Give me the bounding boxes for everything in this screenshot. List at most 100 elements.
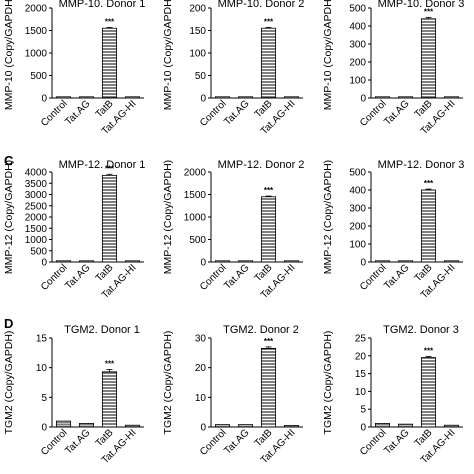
y-tick-label: 150 xyxy=(189,26,206,37)
chart-5: MMP-12. Donor 3 MMP-12 (Copy/GAPDH) 0 100 20… xyxy=(322,159,464,301)
x-tick-label: Tat.AG xyxy=(63,98,93,128)
chart-title: TGM2. Donor 2 xyxy=(223,324,299,336)
bar-tat-ag-hi xyxy=(124,424,141,428)
bar-control xyxy=(55,96,72,99)
chart-title: TGM2. Donor 3 xyxy=(383,324,459,336)
bar-tat-ag-hi xyxy=(124,260,141,263)
bar-tatb xyxy=(260,347,277,428)
y-tick-label: 0 xyxy=(360,258,366,269)
y-tick-label: 10 xyxy=(36,363,48,374)
y-tick-label: 400 xyxy=(349,22,366,33)
y-tick-label: 100 xyxy=(189,49,206,60)
bar-tat-ag-hi xyxy=(443,96,460,99)
bar-tatb xyxy=(101,174,118,263)
y-tick-label: 4000 xyxy=(25,168,48,179)
y-axis-label: TGM2 (Copy/GAPDH) xyxy=(322,331,334,435)
y-tick-label: 0 xyxy=(41,423,47,434)
bar-tatb xyxy=(101,27,118,99)
bar-tat-ag-hi xyxy=(283,96,300,99)
y-tick-label: 3000 xyxy=(25,190,48,201)
bar-tatb xyxy=(420,357,437,428)
x-tick-label: Tat.AG xyxy=(382,98,412,128)
y-tick-label: 1500 xyxy=(184,190,207,201)
y-tick-label: 500 xyxy=(349,168,366,179)
panel-label-c: C xyxy=(4,153,14,168)
y-tick-label: 50 xyxy=(195,71,207,82)
x-tick-label: Tat.AG xyxy=(222,262,252,292)
bar-control xyxy=(374,96,391,99)
y-tick-label: 500 xyxy=(189,235,206,246)
y-tick-label: 5 xyxy=(360,405,366,416)
y-tick-label: 15 xyxy=(355,369,367,380)
bar-tat-ag-hi xyxy=(443,260,460,263)
y-tick-label: 500 xyxy=(30,71,47,82)
y-tick-label: 500 xyxy=(30,246,47,257)
y-tick-label: 25 xyxy=(355,334,367,345)
y-tick-label: 10 xyxy=(355,387,367,398)
y-tick-label: 0 xyxy=(41,258,47,269)
bar-tat-ag xyxy=(78,260,95,263)
chart-0: MMP-10. Donor 1 MMP-10 (Copy/GAPDH) 0 500 10… xyxy=(3,0,145,137)
bar-tat-ag xyxy=(237,96,254,99)
bar-tat-ag xyxy=(237,424,254,428)
chart-title: MMP-12. Donor 2 xyxy=(218,159,305,171)
bar-control xyxy=(374,260,391,263)
bar-control xyxy=(55,260,72,263)
bar-tat-ag-hi xyxy=(283,425,300,428)
y-tick-label: 2500 xyxy=(25,201,48,212)
x-tick-label: Tat.AG xyxy=(222,427,252,457)
y-tick-label: 5 xyxy=(41,393,47,404)
bar-tat-ag-hi xyxy=(283,260,300,263)
y-tick-label: 2000 xyxy=(25,213,48,224)
significance-annotation: *** xyxy=(105,359,115,368)
y-tick-label: 1500 xyxy=(25,26,48,37)
y-tick-label: 1000 xyxy=(25,49,48,60)
y-tick-label: 0 xyxy=(360,423,366,434)
chart-title: MMP-10. Donor 1 xyxy=(59,0,146,10)
bar-tatb xyxy=(101,371,118,428)
x-tick-label: Tat.AG xyxy=(382,262,412,292)
y-axis-label: MMP-10 (Copy/GAPDH) xyxy=(3,0,15,110)
y-tick-label: 1000 xyxy=(25,235,48,246)
y-tick-label: 3500 xyxy=(25,179,48,190)
y-tick-label: 300 xyxy=(349,40,366,51)
significance-annotation: *** xyxy=(424,347,434,356)
y-axis-label: MMP-12 (Copy/GAPDH) xyxy=(3,160,15,274)
y-axis-label: MMP-10 (Copy/GAPDH) xyxy=(322,0,334,110)
y-tick-label: 200 xyxy=(349,222,366,233)
x-tick-label: Tat.AG xyxy=(63,262,93,292)
y-axis-label: TGM2 (Copy/GAPDH) xyxy=(162,331,174,435)
y-tick-label: 0 xyxy=(360,94,366,105)
y-tick-label: 2000 xyxy=(184,168,207,179)
y-tick-label: 500 xyxy=(349,4,366,15)
y-tick-label: 10 xyxy=(195,393,207,404)
bar-tat-ag xyxy=(78,423,95,428)
chart-title: MMP-10. Donor 3 xyxy=(378,0,465,10)
x-tick-label: Tat.AG xyxy=(63,427,93,457)
bar-control xyxy=(214,96,231,99)
y-axis-label: TGM2 (Copy/GAPDH) xyxy=(3,331,15,435)
y-tick-label: 300 xyxy=(349,204,366,215)
y-tick-label: 30 xyxy=(195,334,207,345)
x-tick-label: Tat.AG xyxy=(222,98,252,128)
y-tick-label: 0 xyxy=(200,94,206,105)
y-tick-label: 100 xyxy=(349,240,366,251)
bar-tatb xyxy=(420,18,437,99)
significance-annotation: *** xyxy=(424,7,434,16)
bar-tat-ag xyxy=(397,423,414,428)
bar-control xyxy=(214,424,231,428)
significance-annotation: *** xyxy=(105,17,115,26)
bar-tat-ag-hi xyxy=(124,96,141,99)
bar-tat-ag xyxy=(78,96,95,99)
y-tick-label: 0 xyxy=(200,423,206,434)
y-axis-label: MMP-12 (Copy/GAPDH) xyxy=(162,160,174,274)
bar-tatb xyxy=(420,189,437,263)
bar-control xyxy=(374,423,391,428)
y-tick-label: 20 xyxy=(355,351,367,362)
chart-2: MMP-10. Donor 3 MMP-10 (Copy/GAPDH) 0 100 20… xyxy=(322,0,464,137)
y-tick-label: 1500 xyxy=(25,224,48,235)
bar-tat-ag xyxy=(397,96,414,99)
